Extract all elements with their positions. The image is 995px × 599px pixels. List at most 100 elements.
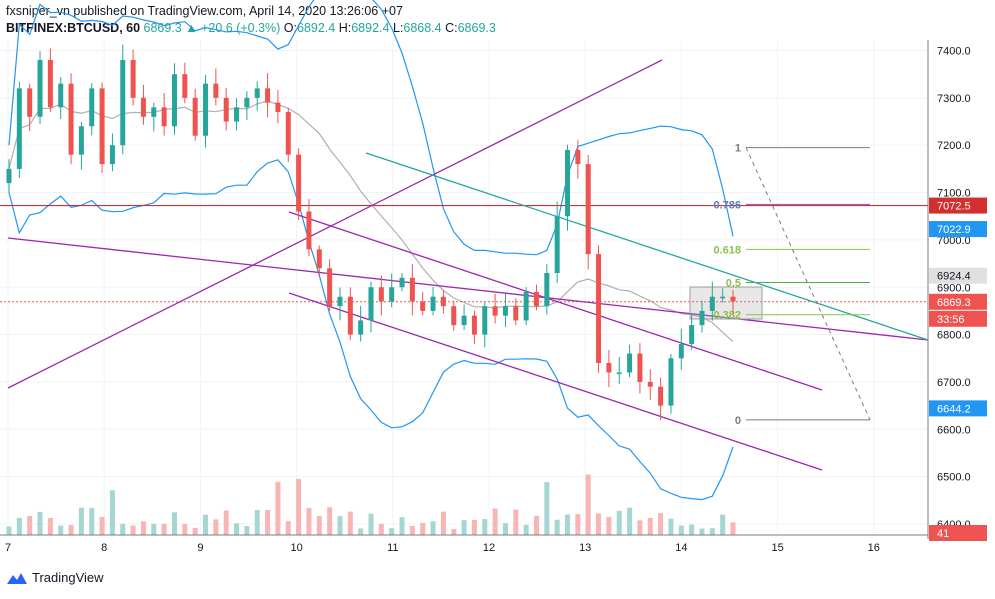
volume-bar [316, 516, 322, 535]
candle-body [637, 353, 643, 382]
volume-bar [409, 525, 415, 535]
volume-bar [565, 514, 571, 535]
candle-body [430, 296, 436, 311]
volume-bar [151, 523, 157, 535]
volume-bar [285, 521, 291, 535]
candle-body [37, 59, 43, 117]
volume-bar [533, 515, 539, 535]
price-tags: 7072.5 7022.9 6924.4 6869.3 33:56 6644.2 41 [929, 197, 987, 541]
volume-bar [47, 518, 53, 535]
volume-bar [699, 528, 705, 535]
volume-bar [544, 482, 550, 535]
volume-bar [554, 519, 560, 535]
candle-body [151, 107, 157, 117]
volume-bar [647, 517, 653, 535]
lower-band-line [8, 159, 734, 501]
brand-label: TradingView [32, 570, 104, 585]
candle-body [440, 296, 446, 307]
volume-bar [68, 525, 74, 535]
volume-bar [471, 519, 477, 535]
volume-bar [171, 512, 177, 535]
candles [6, 44, 736, 420]
fib-level-label: 0.5 [726, 278, 741, 290]
volume-bar [596, 513, 602, 535]
volume-bar [99, 516, 105, 535]
candle-body [296, 154, 302, 212]
moving-average-line [8, 100, 734, 342]
volume-bar [78, 507, 84, 535]
candle-body [47, 59, 53, 108]
candle-body [89, 88, 95, 127]
volume-bar [585, 474, 591, 535]
volume-bar [120, 523, 126, 535]
tradingview-logo-icon [7, 572, 27, 584]
tradingview-logo[interactable]: TradingView [6, 570, 104, 585]
volume-bar [192, 527, 198, 535]
volume-bar [482, 519, 488, 535]
fib-level-label: 0 [735, 415, 741, 427]
price-tag-label: 6644.2 [937, 403, 971, 415]
volume-bar [513, 509, 519, 535]
candle-body [171, 74, 177, 127]
candle-body [399, 277, 405, 288]
y-tick-label: 7300.0 [937, 93, 971, 105]
candle-body [203, 83, 209, 136]
price-tag-label: 7022.9 [937, 224, 971, 236]
close-label: C: [445, 21, 458, 35]
volume-bar [709, 528, 715, 535]
candle-body [658, 386, 664, 406]
candle-body [678, 344, 684, 359]
candle-body [327, 268, 333, 307]
volume-bar [140, 521, 146, 535]
candle-body [554, 216, 560, 274]
x-tick-label: 14 [675, 542, 687, 554]
candle-body [471, 315, 477, 335]
candle-body [533, 291, 539, 307]
candle-body [699, 310, 705, 326]
candle-body [492, 306, 498, 316]
volume-bar [627, 507, 633, 535]
volume-bar [461, 520, 467, 535]
volume-bar [27, 516, 33, 535]
candle-body [596, 254, 602, 364]
volume-bar [296, 478, 302, 535]
candle-body [58, 83, 64, 108]
y-tick-label: 7200.0 [937, 140, 971, 152]
candle-body [182, 74, 188, 98]
candle-body [575, 149, 581, 165]
candle-body [161, 107, 167, 127]
price-tag-resistance [929, 197, 987, 214]
candle-body [720, 296, 726, 299]
volume-bar [358, 528, 364, 535]
price-tag-label: 6869.3 [937, 297, 971, 309]
candle-body [730, 296, 736, 302]
candle-body [130, 59, 136, 98]
y-tick-label: 6900.0 [937, 282, 971, 294]
candle-body [606, 363, 612, 373]
price-tag-label: 41 [937, 528, 949, 540]
volume-bar [6, 526, 12, 535]
candle-body [378, 287, 384, 302]
candle-body [709, 296, 715, 311]
volume-bar [182, 524, 188, 535]
candle-body [68, 83, 74, 155]
price-change: ▲ +20.6 (+0.3%) [185, 21, 281, 35]
y-tick-label: 6500.0 [937, 472, 971, 484]
x-tick-label: 7 [5, 542, 11, 554]
candle-body [78, 126, 84, 155]
candle-body [337, 296, 343, 307]
volume-bar [306, 507, 312, 535]
fib-level-label: 0.382 [713, 310, 741, 322]
volume-bar [337, 516, 343, 535]
y-tick-label: 6800.0 [937, 330, 971, 342]
price-tag-lower-band [929, 400, 987, 417]
volume-bar [89, 507, 95, 535]
candle-body [668, 358, 674, 406]
volume-bar [327, 507, 333, 535]
volume-bar [523, 524, 529, 535]
volume-bar [389, 528, 395, 535]
candle-body [234, 107, 240, 122]
symbol-name[interactable]: BITFINEX:BTCUSD, 60 [6, 21, 141, 35]
y-tick-label: 7100.0 [937, 188, 971, 200]
